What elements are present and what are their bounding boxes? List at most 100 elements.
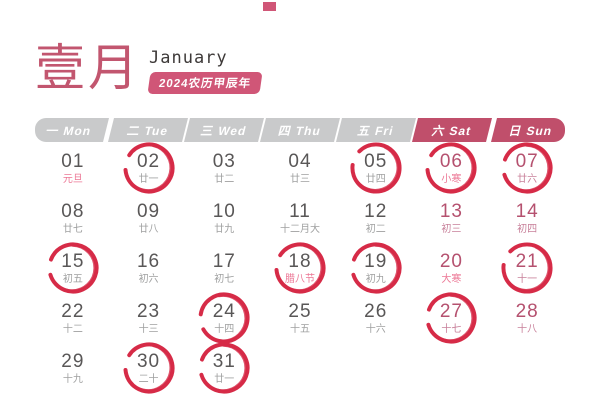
lunar-label: 十二月大 xyxy=(279,224,320,235)
month-title-chinese: 壹月 xyxy=(35,39,141,97)
day-number: 05 xyxy=(364,151,388,172)
holiday-label: 腊八节 xyxy=(284,274,315,285)
lunar-label: 初三 xyxy=(441,224,462,235)
lunar-label: 初七 xyxy=(214,274,235,285)
day-number: 07 xyxy=(515,151,539,172)
lunar-label: 廿六 xyxy=(517,174,538,185)
lunar-label: 十六 xyxy=(365,324,386,335)
header-subtitle-block: January 2024农历甲辰年 xyxy=(147,48,263,94)
day-cell-10: 10 廿九 xyxy=(186,198,262,248)
day-cell-29: 29 十九 xyxy=(35,348,111,398)
holiday-label: 大寒 xyxy=(441,274,462,285)
weekday-header-0: 一 Mon xyxy=(35,118,109,142)
day-cell-19: 19 初九 xyxy=(338,242,414,298)
day-number: 09 xyxy=(136,201,161,222)
lunar-label: 廿四 xyxy=(365,174,386,185)
month-title-english: January xyxy=(149,48,228,68)
day-number: 30 xyxy=(136,351,161,372)
day-number: 19 xyxy=(364,251,388,272)
day-number: 20 xyxy=(439,251,463,272)
day-number: 16 xyxy=(136,251,161,272)
day-cell-21: 21 十一 xyxy=(489,242,565,298)
day-number: 23 xyxy=(136,301,161,322)
lunar-label: 初六 xyxy=(138,274,159,285)
weekday-header-3: 四 Thu xyxy=(260,118,340,142)
day-cell-03: 03 廿二 xyxy=(186,148,262,198)
lunar-label: 初二 xyxy=(365,224,386,235)
day-number: 26 xyxy=(364,301,388,322)
day-cell-09: 09 廿八 xyxy=(111,198,187,248)
day-cell-02: 02 廿一 xyxy=(111,142,187,198)
day-number: 27 xyxy=(439,301,463,322)
day-number: 24 xyxy=(212,301,236,322)
day-number: 22 xyxy=(61,301,85,322)
lunar-label: 廿一 xyxy=(138,174,159,185)
weekday-header-6: 日 Sun xyxy=(491,118,565,142)
lunar-label: 初九 xyxy=(365,274,386,285)
calendar-header: 壹月 January 2024农历甲辰年 xyxy=(35,39,263,97)
day-number: 02 xyxy=(136,151,161,172)
day-number: 14 xyxy=(515,201,539,222)
day-number: 13 xyxy=(439,201,463,222)
day-cell-23: 23 十三 xyxy=(111,298,187,348)
day-cell-01: 01 元旦 xyxy=(35,148,111,198)
lunar-label: 廿九 xyxy=(214,224,235,235)
lunar-label: 初五 xyxy=(62,274,83,285)
weekday-header-1: 二 Tue xyxy=(108,118,188,142)
day-cell-26: 26 十六 xyxy=(338,298,414,348)
day-cell-12: 12 初二 xyxy=(338,198,414,248)
lunar-label: 十三 xyxy=(138,324,159,335)
day-number: 12 xyxy=(364,201,388,222)
weekday-header-2: 三 Wed xyxy=(184,118,264,142)
day-number: 15 xyxy=(61,251,85,272)
lunar-label: 廿八 xyxy=(138,224,159,235)
lunar-label: 十二 xyxy=(62,324,83,335)
day-cell-05: 05 廿四 xyxy=(338,142,414,198)
day-cell-22: 22 十二 xyxy=(35,298,111,348)
day-cell-25: 25 十五 xyxy=(262,298,338,348)
day-number: 25 xyxy=(288,301,312,322)
lunar-label: 十一 xyxy=(517,274,538,285)
weekday-header-4: 五 Fri xyxy=(336,118,416,142)
lunar-label: 十八 xyxy=(517,324,538,335)
day-number: 11 xyxy=(289,201,311,222)
lunar-label: 廿二 xyxy=(214,174,235,185)
lunar-label: 十四 xyxy=(214,324,235,335)
weekday-header-5: 六 Sat xyxy=(412,118,492,142)
lunar-label: 廿三 xyxy=(289,174,310,185)
day-cell-28: 28 十八 xyxy=(489,298,565,348)
day-number: 04 xyxy=(288,151,312,172)
day-cell-15: 15 初五 xyxy=(35,242,111,298)
day-cell-30: 30 二十 xyxy=(111,342,187,398)
lunar-label: 初四 xyxy=(517,224,538,235)
day-cell-18: 18 腊八节 xyxy=(262,242,338,298)
holiday-label: 元旦 xyxy=(62,174,83,185)
lunar-label: 廿七 xyxy=(62,224,83,235)
lunar-label: 二十 xyxy=(138,374,159,385)
day-number: 17 xyxy=(212,251,236,272)
day-number: 10 xyxy=(212,201,236,222)
weekday-header-row: 一 Mon 二 Tue 三 Wed 四 Thu 五 Fri 六 Sat 日 Sun xyxy=(35,118,565,142)
day-cell-17: 17 初七 xyxy=(186,248,262,298)
lunar-label: 廿一 xyxy=(214,374,235,385)
day-cell-31: 31 廿一 xyxy=(186,342,262,398)
day-cell-07: 07 廿六 xyxy=(489,142,565,198)
day-cell-24: 24 十四 xyxy=(186,292,262,348)
day-number: 28 xyxy=(515,301,539,322)
calendar-grid: 01 元旦 02 廿一 03 廿二 04 廿三 05 廿四 06 小寒 07 廿六 08 廿七 09 廿八 10 廿九… xyxy=(35,142,565,398)
day-cell-04: 04 廿三 xyxy=(262,148,338,198)
day-cell-08: 08 廿七 xyxy=(35,198,111,248)
day-cell-14: 14 初四 xyxy=(489,198,565,248)
day-number: 03 xyxy=(212,151,236,172)
day-cell-20: 20 大寒 xyxy=(414,248,490,298)
day-number: 31 xyxy=(212,351,236,372)
day-number: 21 xyxy=(515,251,539,272)
day-cell-13: 13 初三 xyxy=(414,198,490,248)
holiday-label: 小寒 xyxy=(441,174,462,185)
day-number: 08 xyxy=(61,201,85,222)
top-accent-mark xyxy=(263,2,276,11)
day-number: 18 xyxy=(288,251,312,272)
lunar-label: 十七 xyxy=(441,324,462,335)
lunar-year-badge: 2024农历甲辰年 xyxy=(147,72,263,94)
